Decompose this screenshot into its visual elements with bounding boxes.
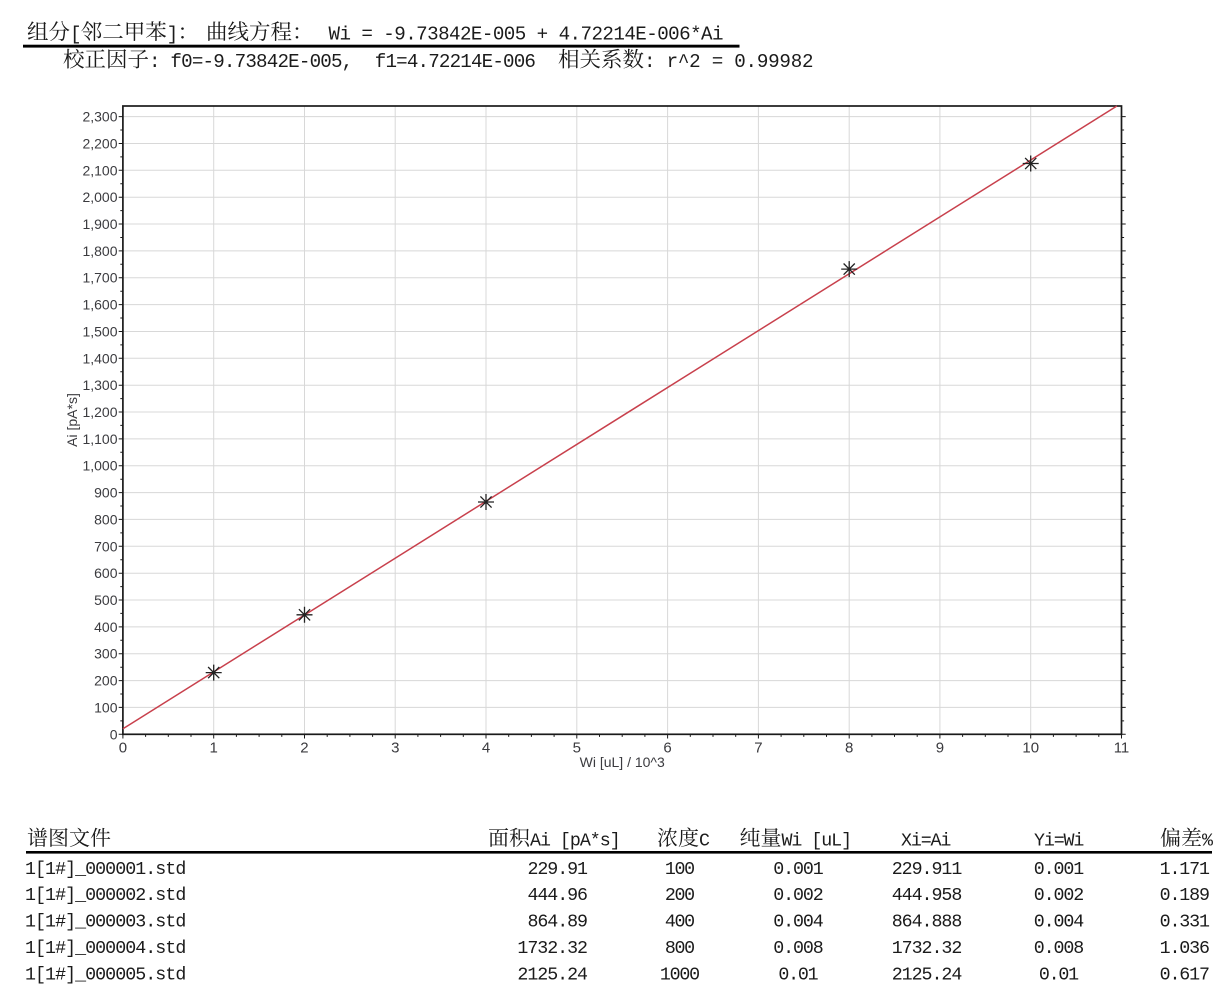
- svg-text:400: 400: [94, 619, 118, 635]
- svg-text:5: 5: [573, 740, 581, 757]
- svg-text:Xi=Ai: Xi=Ai: [901, 831, 951, 851]
- svg-text:2,000: 2,000: [82, 189, 117, 205]
- svg-text:1,000: 1,000: [82, 458, 117, 474]
- svg-text:1,700: 1,700: [82, 270, 117, 286]
- svg-text:7: 7: [754, 740, 762, 757]
- svg-text:700: 700: [94, 538, 118, 554]
- svg-text:1,800: 1,800: [82, 243, 117, 259]
- svg-text:2125.24: 2125.24: [517, 965, 588, 985]
- svg-text:0.002: 0.002: [1034, 886, 1084, 906]
- svg-text:0: 0: [110, 726, 118, 742]
- svg-text:1[1#]_000003.std: 1[1#]_000003.std: [25, 913, 186, 933]
- svg-text:: r^2 = 0.99982: : r^2 = 0.99982: [644, 51, 814, 73]
- svg-text:1: 1: [210, 740, 218, 757]
- svg-text:: f0=-9.73842E-005,: : f0=-9.73842E-005,: [149, 51, 353, 73]
- svg-text:864.888: 864.888: [892, 913, 963, 933]
- svg-text:[: [: [70, 23, 82, 45]
- svg-text:1[1#]_000005.std: 1[1#]_000005.std: [25, 965, 186, 985]
- svg-text:1.171: 1.171: [1160, 860, 1210, 880]
- svg-text:229.91: 229.91: [528, 860, 589, 880]
- svg-text:1000: 1000: [660, 965, 700, 985]
- svg-text:6: 6: [663, 740, 671, 757]
- svg-text:0.004: 0.004: [1034, 913, 1084, 933]
- svg-text:444.96: 444.96: [528, 886, 589, 906]
- svg-text:1,500: 1,500: [82, 323, 117, 339]
- svg-text:864.89: 864.89: [528, 913, 589, 933]
- svg-text:1[1#]_000004.std: 1[1#]_000004.std: [25, 939, 186, 959]
- svg-text:400: 400: [665, 913, 695, 933]
- svg-text:0.008: 0.008: [1034, 939, 1084, 959]
- svg-text:800: 800: [665, 939, 695, 959]
- svg-text:1[1#]_000002.std: 1[1#]_000002.std: [25, 886, 186, 906]
- svg-text:1,900: 1,900: [82, 216, 117, 232]
- svg-text:500: 500: [94, 592, 118, 608]
- svg-text:11: 11: [1114, 740, 1130, 757]
- svg-text:200: 200: [665, 886, 695, 906]
- svg-text:1732.32: 1732.32: [517, 939, 588, 959]
- svg-text:0: 0: [119, 740, 127, 757]
- svg-text:100: 100: [665, 860, 695, 880]
- svg-text:200: 200: [94, 673, 118, 689]
- svg-text:444.958: 444.958: [892, 886, 963, 906]
- svg-text:0.001: 0.001: [773, 860, 823, 880]
- svg-text:0.331: 0.331: [1160, 913, 1210, 933]
- svg-text:f1=4.72214E-006: f1=4.72214E-006: [375, 51, 536, 73]
- svg-text:3: 3: [391, 740, 399, 757]
- svg-text:100: 100: [94, 699, 118, 715]
- svg-text:600: 600: [94, 565, 118, 581]
- svg-text:Ai [pA*s]: Ai [pA*s]: [64, 393, 80, 447]
- svg-text:Wi [uL] / 10^3: Wi [uL] / 10^3: [580, 754, 665, 770]
- svg-text:1,200: 1,200: [82, 404, 117, 420]
- svg-text:0.01: 0.01: [1039, 965, 1079, 985]
- svg-text:800: 800: [94, 511, 118, 527]
- svg-text:2,300: 2,300: [82, 109, 117, 125]
- svg-text:Wi = -9.73842E-005 + 4.72214E-: Wi = -9.73842E-005 + 4.72214E-006*Ai: [329, 23, 724, 45]
- svg-text:]: ]: [167, 23, 179, 45]
- svg-text:1732.32: 1732.32: [892, 939, 963, 959]
- svg-text:1,400: 1,400: [82, 350, 117, 366]
- svg-text:2125.24: 2125.24: [892, 965, 963, 985]
- svg-text:229.911: 229.911: [892, 860, 963, 880]
- svg-text:1.036: 1.036: [1160, 939, 1210, 959]
- svg-text:9: 9: [936, 740, 944, 757]
- svg-text:0.01: 0.01: [778, 965, 818, 985]
- svg-text:900: 900: [94, 485, 118, 501]
- svg-text:1,100: 1,100: [82, 431, 117, 447]
- svg-text:0.004: 0.004: [773, 913, 823, 933]
- svg-text:%: %: [1202, 831, 1213, 851]
- svg-text:300: 300: [94, 646, 118, 662]
- svg-text:8: 8: [845, 740, 853, 757]
- svg-text:Wi [uL]: Wi [uL]: [782, 831, 853, 851]
- svg-text:0.002: 0.002: [773, 886, 823, 906]
- svg-text:1,600: 1,600: [82, 297, 117, 313]
- svg-text:0.189: 0.189: [1160, 886, 1210, 906]
- svg-text:2,200: 2,200: [82, 135, 117, 151]
- svg-text:2: 2: [300, 740, 308, 757]
- svg-text:2,100: 2,100: [82, 162, 117, 178]
- svg-text:1[1#]_000001.std: 1[1#]_000001.std: [25, 860, 186, 880]
- svg-text:Ai [pA*s]: Ai [pA*s]: [530, 831, 621, 851]
- svg-text:4: 4: [482, 740, 490, 757]
- svg-text:Yi=Wi: Yi=Wi: [1034, 831, 1084, 851]
- svg-text:0.001: 0.001: [1034, 860, 1084, 880]
- svg-text:1,300: 1,300: [82, 377, 117, 393]
- svg-text:0.617: 0.617: [1160, 965, 1210, 985]
- svg-text:C: C: [699, 831, 710, 851]
- svg-text:0.008: 0.008: [773, 939, 823, 959]
- svg-text:10: 10: [1022, 740, 1039, 757]
